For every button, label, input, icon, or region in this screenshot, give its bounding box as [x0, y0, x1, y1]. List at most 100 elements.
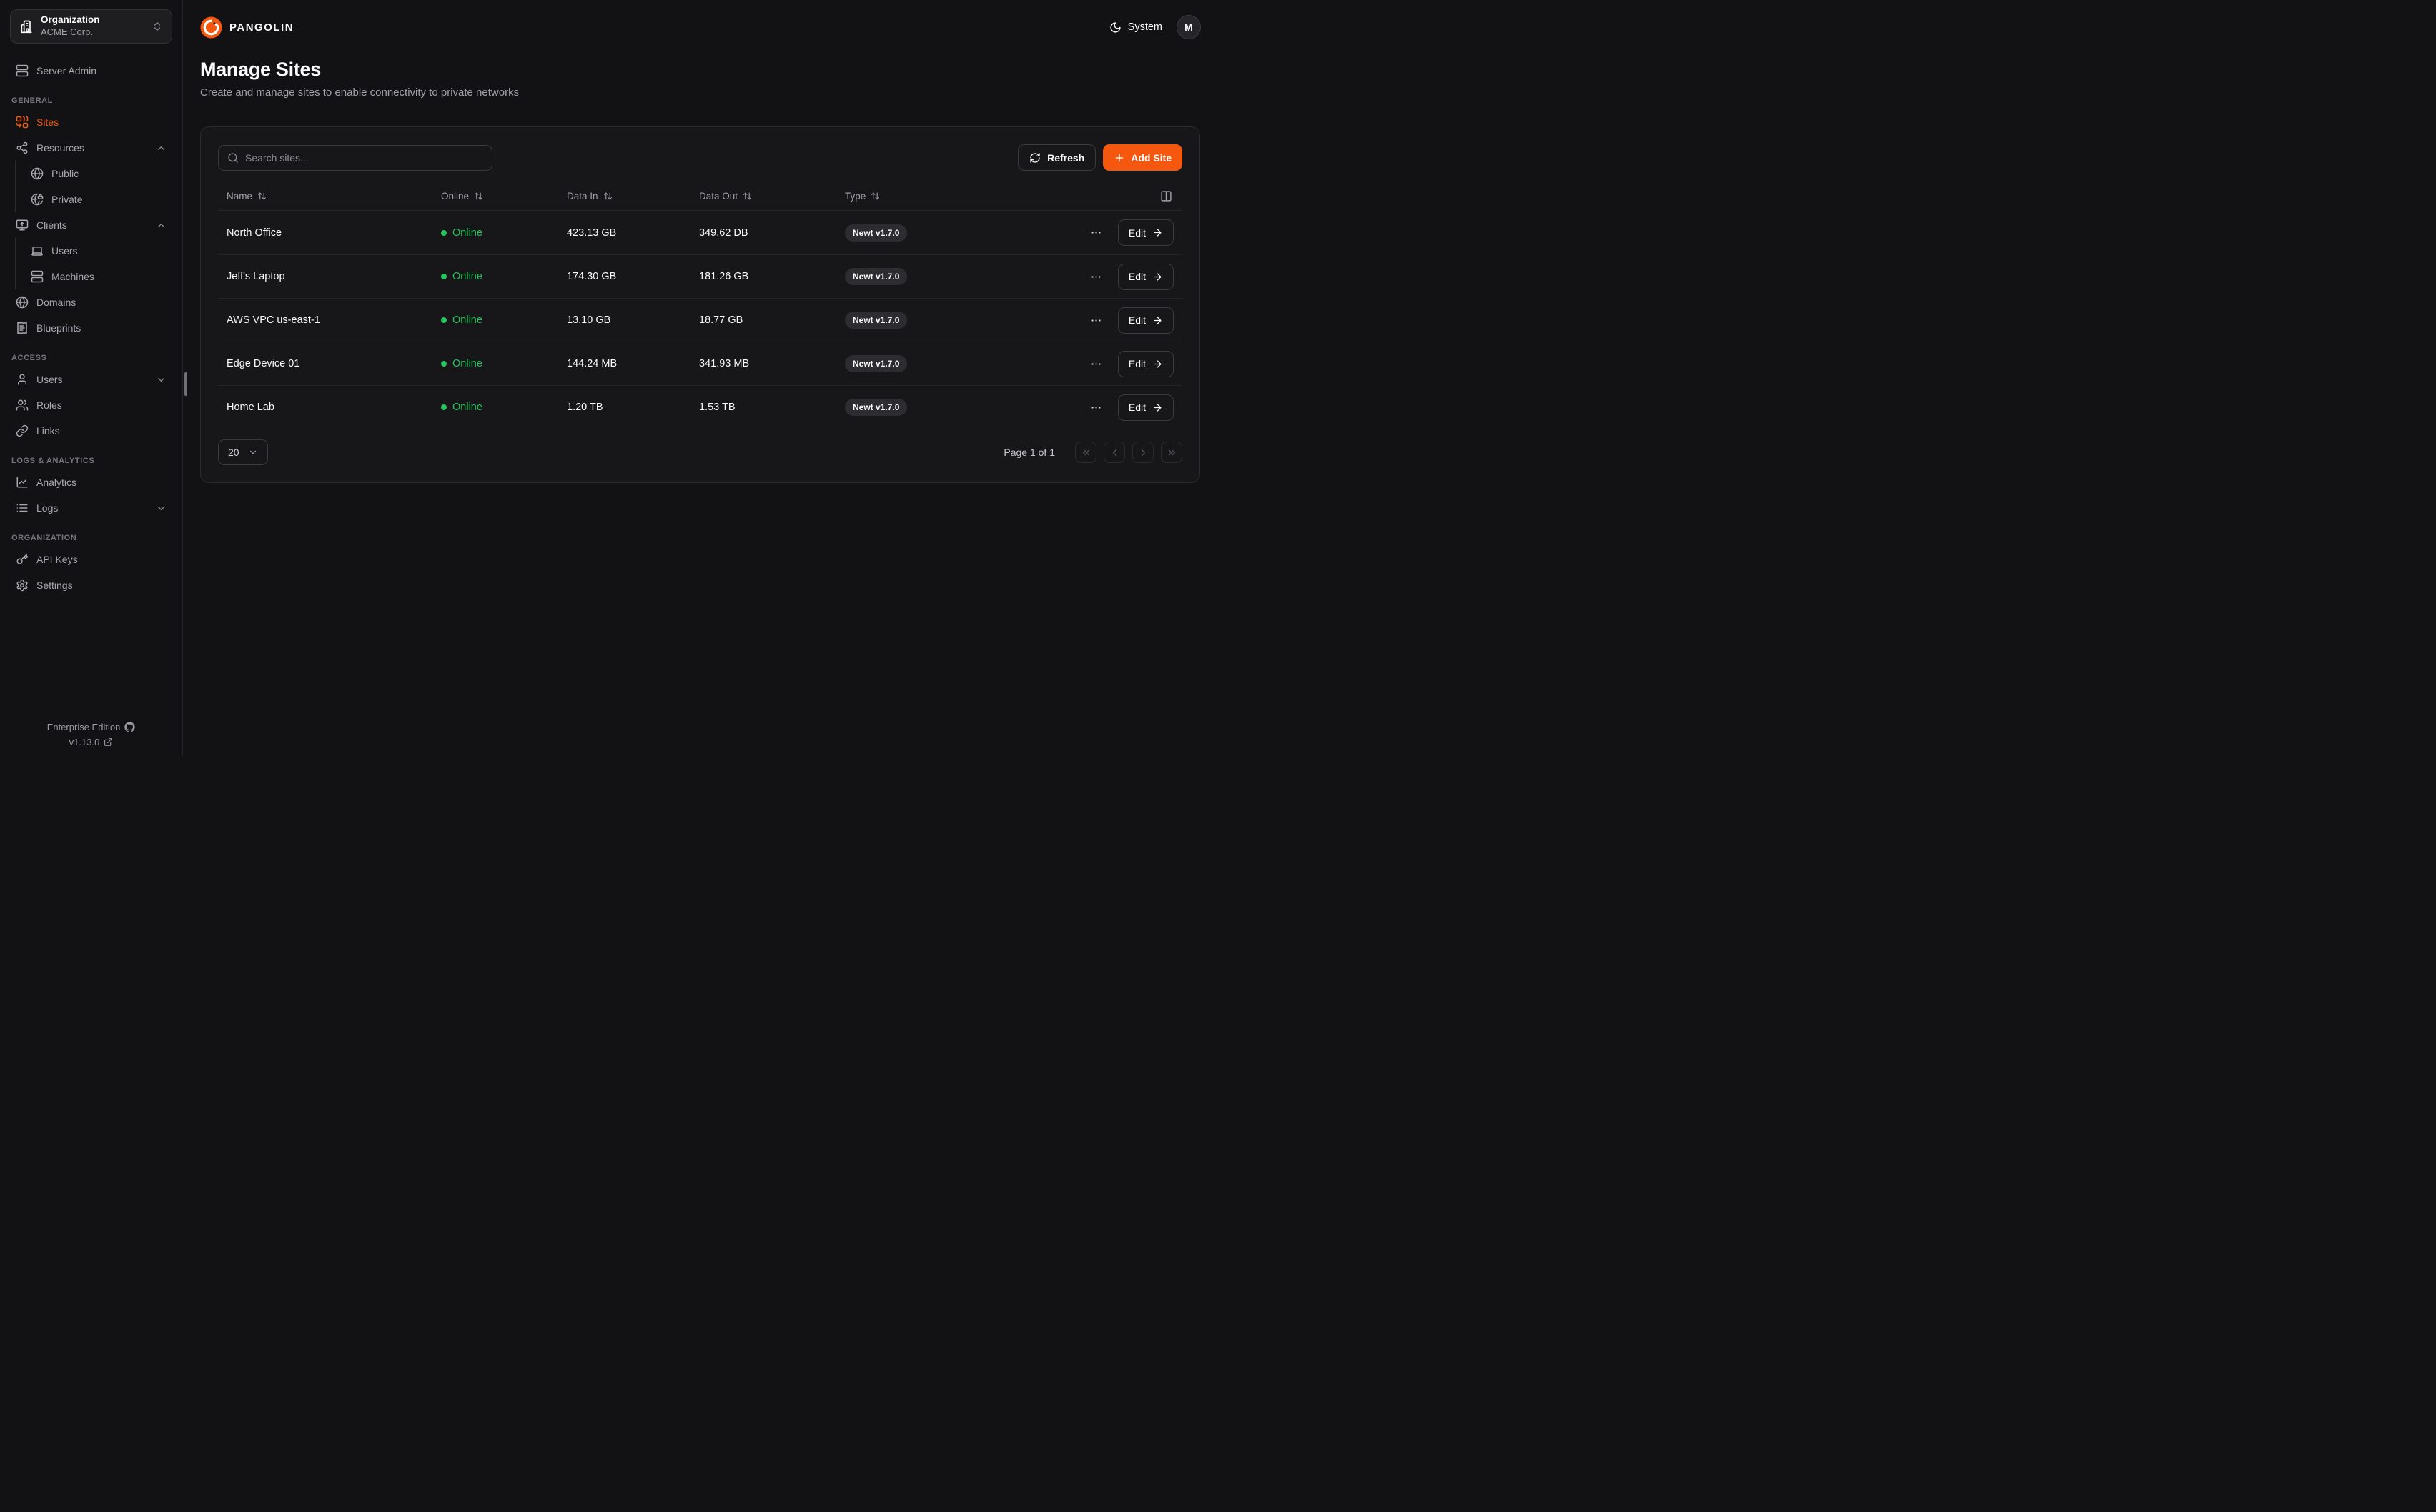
sidebar-item-settings[interactable]: Settings	[10, 572, 172, 598]
type-badge: Newt v1.7.0	[845, 312, 908, 329]
chevron-left-icon	[1112, 449, 1116, 456]
sidebar-item-clients[interactable]: Clients	[10, 212, 172, 238]
sidebar-item-label: Domains	[36, 297, 76, 308]
sidebar-item-label: Settings	[36, 580, 73, 591]
site-data-out: 18.77 GB	[699, 314, 743, 326]
site-name: AWS VPC us-east-1	[227, 314, 320, 326]
org-switcher-label: Organization	[41, 14, 100, 26]
edit-button[interactable]: Edit	[1117, 307, 1174, 334]
chevrons-left-icon	[1082, 449, 1089, 455]
chevron-up-icon	[158, 146, 164, 150]
sidebar-item-users[interactable]: Users	[10, 367, 172, 392]
column-header-actions	[1159, 189, 1174, 204]
sidebar-item-logs[interactable]: Logs	[10, 495, 172, 521]
sidebar-heading-organization: ORGANIZATION	[11, 534, 77, 542]
column-header-data-out[interactable]: Data Out	[699, 191, 845, 202]
sidebar-item-client-users[interactable]: Users	[16, 238, 172, 264]
sidebar-item-machines[interactable]: Machines	[16, 264, 172, 289]
theme-toggle-label: System	[1127, 21, 1162, 33]
search-input[interactable]	[245, 151, 483, 164]
columns-icon	[1161, 191, 1172, 202]
sidebar-item-roles[interactable]: Roles	[10, 392, 172, 418]
sidebar-item-domains[interactable]: Domains	[10, 289, 172, 315]
chevrons-up-down-icon	[154, 22, 160, 31]
sidebar-item-label: Blueprints	[36, 322, 81, 334]
globe-icon	[31, 167, 44, 180]
prev-page-button[interactable]	[1104, 442, 1125, 463]
org-switcher[interactable]: Organization ACME Corp.	[10, 9, 172, 44]
sidebar-item-public[interactable]: Public	[16, 161, 172, 186]
github-icon[interactable]	[124, 722, 135, 732]
table-row: AWS VPC us-east-1 Online 13.10 GB 18.77 …	[218, 298, 1182, 342]
key-icon	[16, 553, 29, 564]
chevron-down-icon	[158, 506, 164, 510]
sidebar-item-analytics[interactable]: Analytics	[10, 469, 172, 495]
external-link-icon[interactable]	[104, 737, 113, 747]
sidebar-item-label: Clients	[36, 219, 67, 231]
sidebar-item-label: Logs	[36, 502, 59, 514]
site-status: Online	[441, 227, 567, 239]
brand-name: PANGOLIN	[229, 21, 294, 34]
sidebar-item-resources[interactable]: Resources	[10, 135, 172, 161]
row-menu-button[interactable]	[1087, 399, 1105, 417]
sidebar-item-sites[interactable]: Sites	[10, 109, 172, 135]
status-dot	[441, 274, 447, 279]
next-page-button[interactable]	[1132, 442, 1154, 463]
list-icon	[16, 504, 28, 512]
gear-icon	[16, 579, 28, 592]
server-icon	[31, 270, 44, 283]
site-name: Home Lab	[227, 402, 274, 413]
row-menu-button[interactable]	[1087, 355, 1105, 373]
site-data-out: 341.93 MB	[699, 358, 750, 369]
status-dot	[441, 317, 447, 323]
columns-toggle-button[interactable]	[1159, 189, 1174, 204]
site-status: Online	[441, 271, 567, 282]
sidebar-item-api-keys[interactable]: API Keys	[10, 547, 172, 572]
refresh-label: Refresh	[1047, 151, 1085, 164]
site-type: Newt v1.7.0	[845, 399, 1087, 416]
row-menu-button[interactable]	[1087, 312, 1105, 329]
sidebar-item-links[interactable]: Links	[10, 418, 172, 444]
row-menu-button[interactable]	[1087, 268, 1105, 286]
site-status: Online	[441, 358, 567, 369]
site-type: Newt v1.7.0	[845, 268, 1087, 285]
sidebar-item-private[interactable]: Private	[16, 186, 172, 212]
version-label[interactable]: v1.13.0	[69, 737, 100, 747]
column-header-name[interactable]: Name	[227, 191, 441, 202]
sidebar-item-label: Private	[51, 194, 83, 205]
refresh-icon	[1030, 152, 1040, 163]
theme-toggle-button[interactable]: System	[1109, 21, 1162, 34]
site-data-in: 423.13 GB	[567, 227, 617, 239]
column-header-online[interactable]: Online	[441, 191, 567, 202]
edit-button[interactable]: Edit	[1117, 394, 1174, 421]
column-header-data-in[interactable]: Data In	[567, 191, 699, 202]
globe-lock-icon	[31, 193, 44, 206]
sidebar: Organization ACME Corp. Server Admin GEN…	[0, 0, 183, 756]
avatar[interactable]: M	[1177, 15, 1201, 39]
edit-button[interactable]: Edit	[1117, 263, 1174, 290]
table-header-row: Name Online Data In Data Out Type	[218, 182, 1182, 211]
edit-button[interactable]: Edit	[1117, 350, 1174, 377]
sites-card: Refresh Add Site Name Online D	[200, 126, 1200, 483]
column-header-type[interactable]: Type	[845, 191, 1159, 202]
table-row: Home Lab Online 1.20 TB 1.53 TB Newt v1.…	[218, 385, 1182, 429]
row-menu-button[interactable]	[1087, 224, 1105, 242]
site-status: Online	[441, 402, 567, 413]
monitor-up-icon	[16, 219, 29, 231]
chart-line-icon	[16, 477, 28, 488]
add-site-button[interactable]: Add Site	[1103, 144, 1182, 171]
row-actions: Edit	[1087, 263, 1174, 290]
page-size-select[interactable]: 20	[218, 439, 268, 465]
site-name: North Office	[227, 227, 282, 239]
sidebar-item-blueprints[interactable]: Blueprints	[10, 315, 172, 341]
first-page-button[interactable]	[1075, 442, 1096, 463]
sidebar-item-server-admin[interactable]: Server Admin	[10, 58, 172, 84]
last-page-button[interactable]	[1161, 442, 1182, 463]
sidebar-scrollbar-thumb[interactable]	[184, 372, 187, 396]
type-badge: Newt v1.7.0	[845, 399, 908, 416]
sidebar-nav: Server Admin GENERAL Sites Resources Pub…	[10, 58, 172, 598]
ellipsis-icon	[1091, 406, 1101, 409]
refresh-button[interactable]: Refresh	[1018, 144, 1096, 171]
edit-button[interactable]: Edit	[1117, 219, 1174, 246]
page-head: Manage Sites Create and manage sites to …	[183, 59, 1218, 99]
